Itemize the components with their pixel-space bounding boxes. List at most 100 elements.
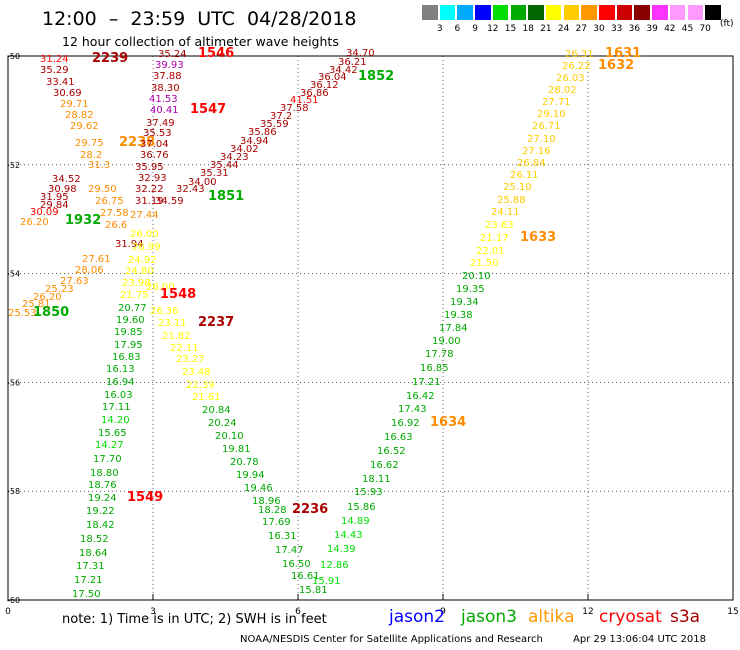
wave-height-value: 17.70 xyxy=(93,454,122,465)
wave-height-value: 23.48 xyxy=(182,367,211,378)
wave-height-value: 14.39 xyxy=(327,544,356,555)
wave-height-value: 19.22 xyxy=(86,506,115,517)
color-swatch xyxy=(457,5,473,20)
x-tick-label: 6 xyxy=(295,607,301,617)
wave-height-value: 29.71 xyxy=(60,99,89,110)
wave-height-value: 32.93 xyxy=(138,173,167,184)
wave-height-value: 12.86 xyxy=(320,560,349,571)
wave-height-value: 36.04 xyxy=(318,72,347,83)
pass-time-label: 1546 xyxy=(198,46,234,61)
color-swatch xyxy=(599,5,615,20)
wave-height-value: 25.23 xyxy=(45,284,74,295)
wave-height-value: 37.58 xyxy=(280,103,309,114)
color-scale-unit: (ft) xyxy=(720,19,734,29)
wave-height-value: 35.44 xyxy=(210,160,239,171)
wave-height-value: 19.35 xyxy=(456,284,485,295)
wave-height-value: 34.42 xyxy=(329,65,358,76)
wave-height-value: 21.82 xyxy=(162,331,191,342)
wave-height-value: 30.09 xyxy=(30,207,59,218)
wave-height-value: 15.86 xyxy=(347,502,376,513)
wave-height-value: 19.24 xyxy=(88,493,117,504)
wave-height-value: 28.2 xyxy=(80,150,102,161)
wave-height-value: 24.80 xyxy=(125,266,154,277)
color-swatch xyxy=(687,5,703,20)
wave-height-value: 26.31 xyxy=(565,49,594,60)
color-swatch xyxy=(492,5,509,20)
wave-height-value: 24.11 xyxy=(491,207,520,218)
x-tick-label: 9 xyxy=(440,607,446,617)
wave-height-value: 18.80 xyxy=(90,468,119,479)
wave-height-value: 21.50 xyxy=(470,258,499,269)
wave-height-value: 26.6 xyxy=(105,220,127,231)
footer-note: note: 1) Time is in UTC; 2) SWH is in fe… xyxy=(62,612,327,627)
color-swatch xyxy=(669,5,686,20)
wave-height-value: 17.11 xyxy=(102,402,131,413)
pass-time-label: 2237 xyxy=(198,315,234,330)
wave-height-value: 37.88 xyxy=(153,71,182,82)
wave-height-value: 18.64 xyxy=(79,548,108,559)
y-tick-label: -50 xyxy=(7,52,20,61)
wave-height-value: 17.21 xyxy=(412,377,441,388)
color-scale-label: 36 xyxy=(628,24,641,34)
wave-height-value: 26.84 xyxy=(517,158,546,169)
color-swatch xyxy=(634,5,650,20)
color-swatch xyxy=(439,5,456,20)
wave-height-value: 34.94 xyxy=(240,136,269,147)
wave-height-value: 16.83 xyxy=(112,352,141,363)
y-tick-label: -60 xyxy=(7,596,20,605)
pass-time-label: 1548 xyxy=(160,287,196,302)
color-scale-label: 42 xyxy=(664,24,676,34)
wave-height-value: 26.20 xyxy=(20,217,49,228)
wave-height-value: 27.71 xyxy=(542,97,571,108)
wave-height-value: 15.93 xyxy=(354,487,383,498)
page-title: 12:00 – 23:59 UTC 04/28/2018 xyxy=(42,8,357,30)
wave-height-value: 26.75 xyxy=(95,196,124,207)
wave-height-value: 15.65 xyxy=(98,428,127,439)
x-tick-label: 12 xyxy=(582,607,593,617)
wave-height-value: 31.3 xyxy=(88,160,110,171)
color-scale-label: 12 xyxy=(487,24,499,34)
color-scale-label: 3 xyxy=(436,24,443,34)
wave-height-value: 16.42 xyxy=(406,391,435,402)
satellite-legend-item: jason3 xyxy=(461,607,517,627)
wave-height-value: 17.84 xyxy=(439,323,468,334)
pass-time-label: 2239 xyxy=(92,51,128,66)
wave-height-value: 34.59 xyxy=(155,196,184,207)
wave-height-value: 16.63 xyxy=(384,432,413,443)
wave-height-value: 15.91 xyxy=(312,576,341,587)
wave-height-value: 18.96 xyxy=(252,496,281,507)
satellite-legend-item: jason2 xyxy=(389,607,445,627)
color-swatch xyxy=(545,5,562,20)
plot-frame xyxy=(7,55,734,601)
pass-time-label: 1549 xyxy=(127,490,163,505)
wave-height-value: 32.43 xyxy=(176,184,205,195)
wave-height-value: 36.76 xyxy=(140,150,169,161)
satellite-legend-item: s3a xyxy=(670,607,701,627)
wave-height-value: 14.27 xyxy=(95,440,124,451)
wave-height-value: 19.46 xyxy=(244,483,273,494)
wave-height-value: 37.04 xyxy=(140,139,169,150)
wave-height-value: 25.88 xyxy=(497,195,526,206)
wave-height-value: 18.42 xyxy=(86,520,115,531)
wave-height-value: 19.34 xyxy=(450,297,479,308)
wave-height-value: 34.70 xyxy=(346,48,375,59)
pass-time-label: 1634 xyxy=(430,415,466,430)
wave-height-value: 16.13 xyxy=(106,364,135,375)
wave-height-value: 37.2 xyxy=(270,111,292,122)
wave-height-value: 36.12 xyxy=(310,80,339,91)
wave-height-value: 29.50 xyxy=(88,184,117,195)
wave-height-value: 20.77 xyxy=(118,303,147,314)
wave-height-value: 17.50 xyxy=(72,589,101,600)
wave-height-value: 17.78 xyxy=(425,349,454,360)
wave-height-value: 29.10 xyxy=(537,109,566,120)
wave-height-value: 26.20 xyxy=(33,292,62,303)
wave-height-value: 25.53 xyxy=(8,308,37,319)
wave-height-value: 19.00 xyxy=(432,336,461,347)
wave-height-value: 39.93 xyxy=(155,60,184,71)
color-swatch xyxy=(652,5,668,20)
wave-height-value: 20.24 xyxy=(208,418,237,429)
wave-height-value: 33.41 xyxy=(46,77,75,88)
wave-height-value: 19.81 xyxy=(222,444,251,455)
wave-height-value: 26.99 xyxy=(132,242,161,253)
wave-height-value: 21.17 xyxy=(480,233,509,244)
